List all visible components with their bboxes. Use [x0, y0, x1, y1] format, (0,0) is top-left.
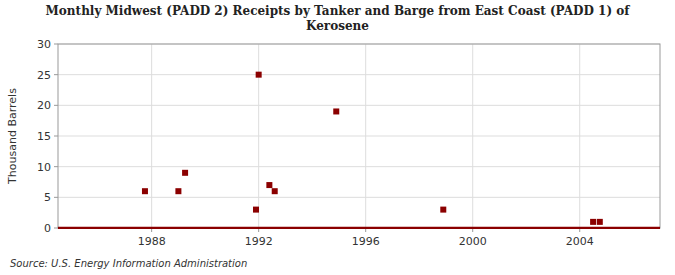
grid-line-x [258, 44, 259, 228]
tick-label-x: 2004 [566, 235, 594, 248]
tick-y [54, 136, 58, 137]
tick-label-y: 10 [37, 161, 51, 174]
tick-y [54, 105, 58, 106]
tick-label-y: 0 [44, 222, 51, 235]
baseline-line [58, 227, 660, 229]
data [58, 72, 660, 228]
tick-label-x: 2000 [459, 235, 487, 248]
tick-y [54, 197, 58, 198]
grid [58, 44, 660, 228]
tick-label-y: 20 [37, 99, 51, 112]
grid-line-x [472, 44, 473, 228]
tick-label-y: 30 [37, 38, 51, 51]
point [440, 207, 446, 213]
grid-line-y [58, 136, 660, 137]
tick-y [54, 44, 58, 45]
point [590, 219, 596, 225]
grid-line-x [579, 44, 580, 228]
point [333, 108, 339, 114]
grid-line-y [58, 105, 660, 106]
point [266, 182, 272, 188]
point [597, 219, 603, 225]
grid-line-x [151, 44, 152, 228]
point [253, 207, 259, 213]
tick-label-x: 1992 [245, 235, 273, 248]
tick-label-x: 1988 [138, 235, 166, 248]
grid-line-y [58, 197, 660, 198]
grid-line-x [365, 44, 366, 228]
tick-label-y: 15 [37, 130, 51, 143]
tick-y [54, 228, 58, 229]
plot-frame [58, 44, 660, 228]
tick-label-y: 5 [44, 191, 51, 204]
grid-line-y [58, 74, 660, 75]
tick-y [54, 74, 58, 75]
tick-label-x: 1996 [352, 235, 380, 248]
axes: 0 5 10 15 20 25 30 1988 1992 1996 2000 2004 [37, 38, 594, 248]
point [142, 188, 148, 194]
grid-line-y [58, 228, 660, 229]
point [182, 170, 188, 176]
point [272, 188, 278, 194]
tick-label-y: 25 [37, 69, 51, 82]
point [175, 188, 181, 194]
grid-line-y [58, 166, 660, 167]
source-note: Source: U.S. Energy Information Administ… [10, 258, 247, 269]
chart: 0 5 10 15 20 25 30 1988 1992 1996 2000 2004 Thousand… [0, 0, 675, 275]
tick-y [54, 166, 58, 167]
title: Monthly Midwest (PADD 2) Receipts by Tan… [46, 4, 631, 33]
y-axis-label: Thousand Barrels [6, 88, 19, 185]
point [256, 72, 262, 78]
